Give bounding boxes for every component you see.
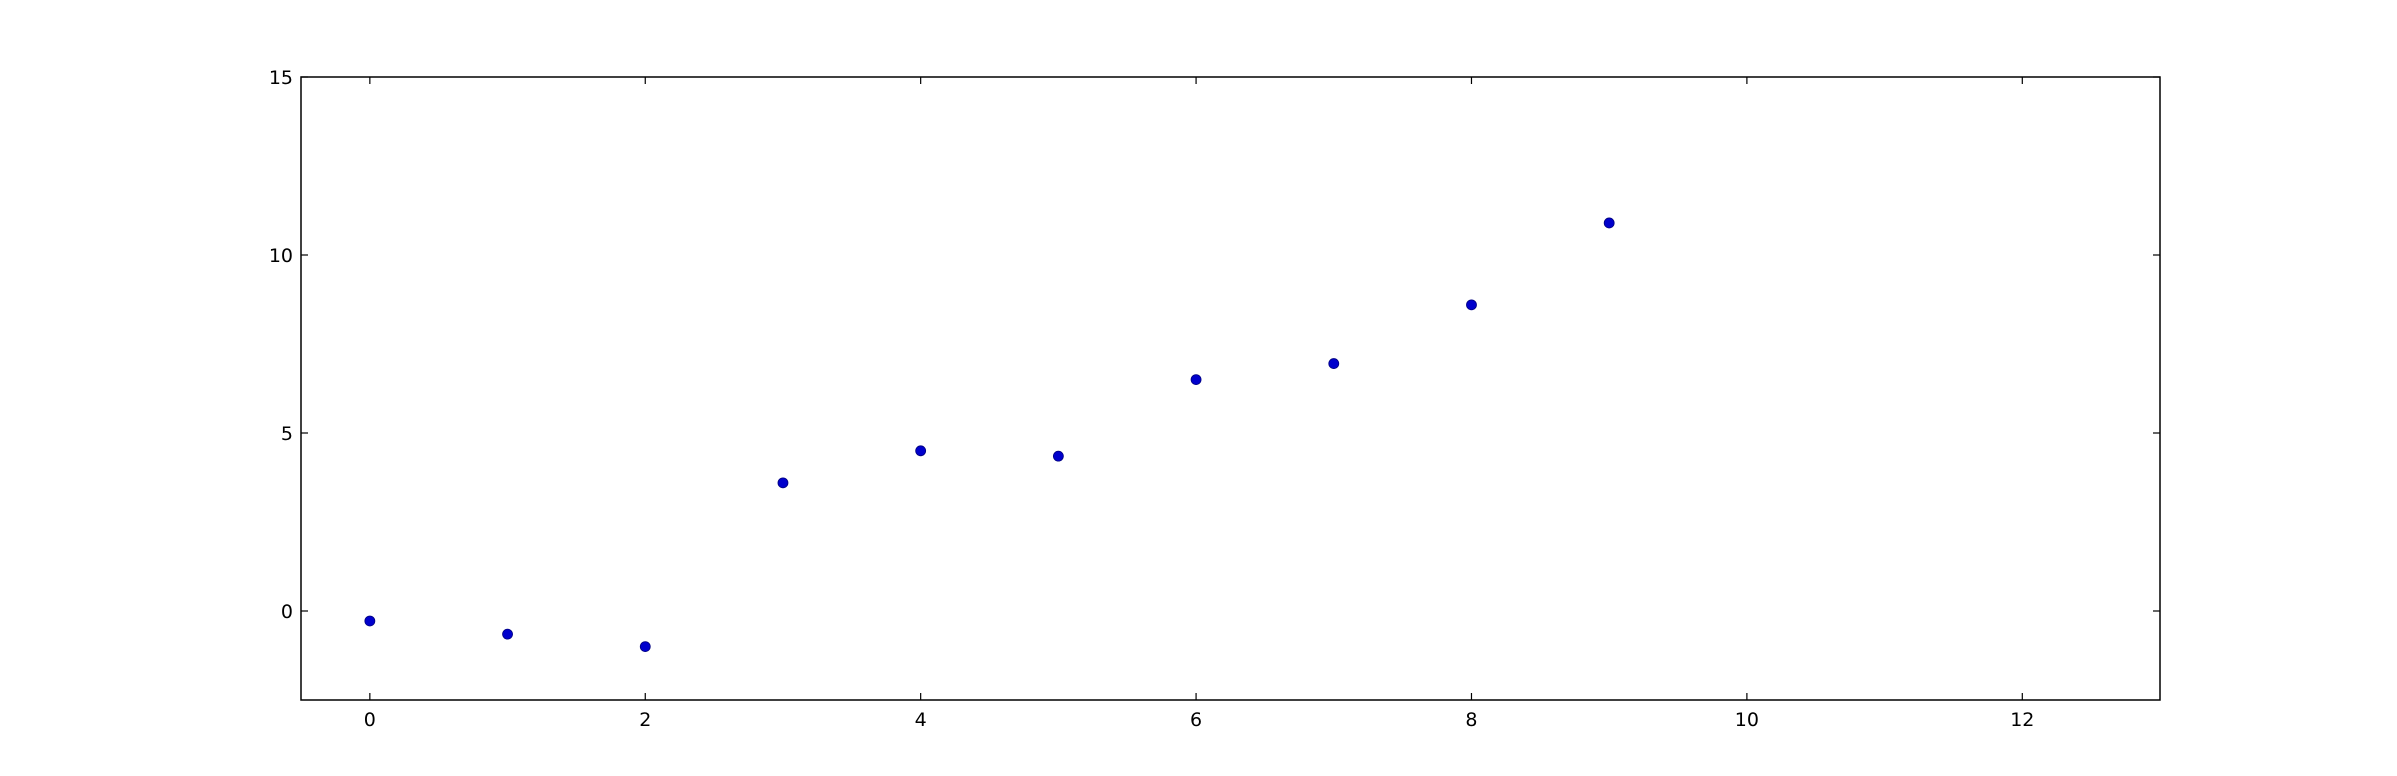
x-tick-label: 12 [2010, 709, 2034, 731]
tick-layer: 0 2 4 6 8 10 12 0 5 10 15 [269, 67, 2160, 731]
data-point [502, 628, 513, 640]
x-tick-label: 0 [364, 709, 376, 731]
data-points [364, 217, 1615, 652]
data-point [1466, 299, 1477, 311]
x-tick-label: 4 [915, 709, 927, 731]
x-tick-label: 8 [1465, 709, 1477, 731]
y-tick-label: 5 [281, 423, 293, 445]
data-point [1190, 374, 1202, 386]
x-tick-label: 2 [639, 709, 651, 731]
plot-background [301, 77, 2160, 700]
x-tick-label: 10 [1735, 709, 1759, 731]
y-tick-label: 15 [269, 67, 293, 89]
data-point [1603, 217, 1615, 229]
data-point [1328, 358, 1340, 369]
data-point [364, 615, 376, 627]
plot-frame [300, 76, 2161, 701]
data-point [639, 641, 651, 652]
data-point [777, 477, 789, 489]
data-point [1052, 450, 1064, 462]
data-point [915, 445, 927, 457]
x-tick-label: 6 [1190, 709, 1202, 731]
y-tick-label: 0 [281, 601, 293, 623]
y-tick-label: 10 [269, 245, 293, 267]
